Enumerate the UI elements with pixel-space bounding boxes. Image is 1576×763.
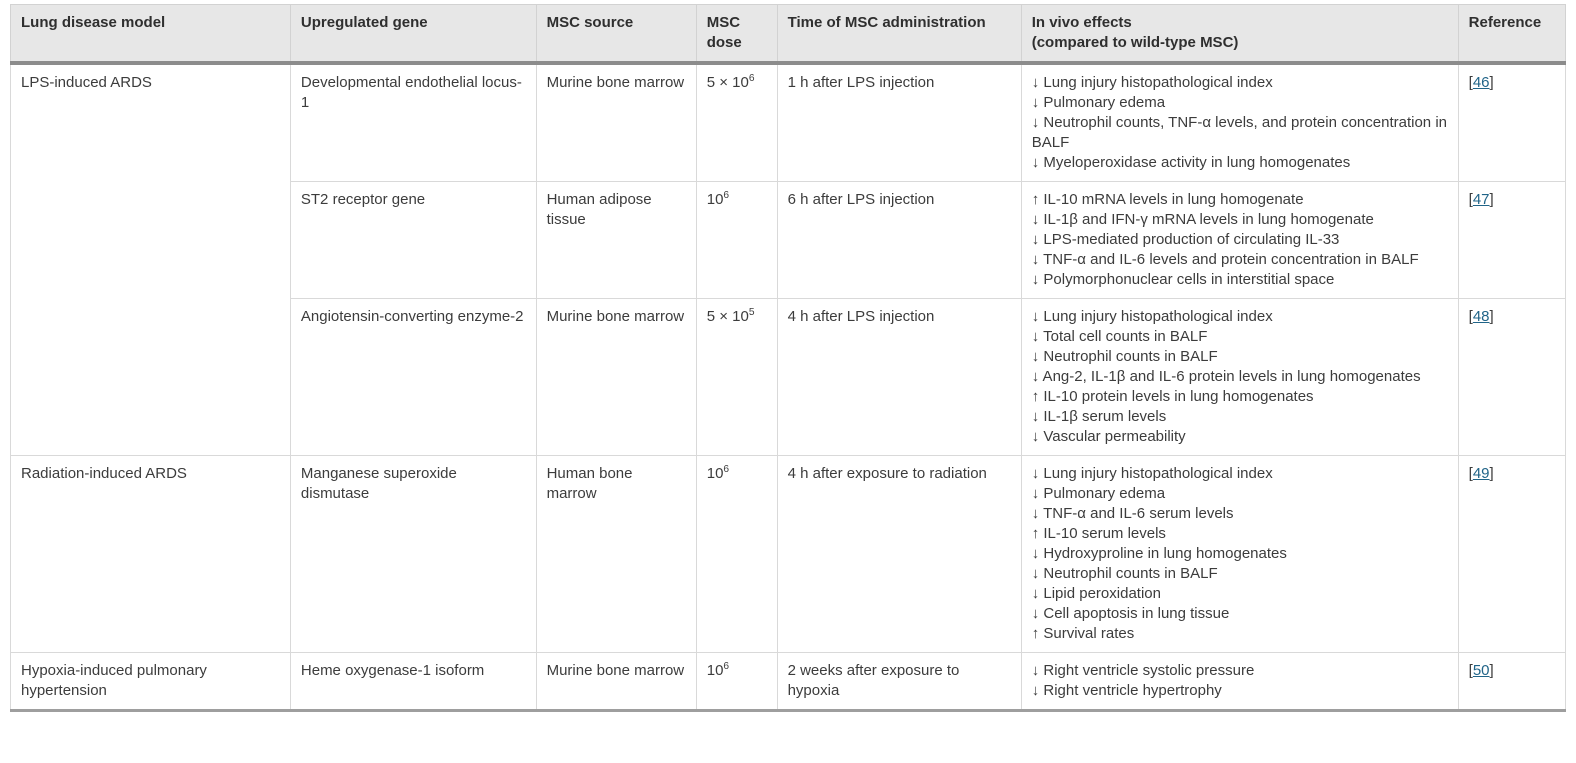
ref-bracket-open: [: [1468, 662, 1473, 679]
dose-base: 5 × 10: [706, 308, 749, 325]
cell-msc-dose: 106: [695, 181, 778, 299]
dose-base: 10: [706, 465, 724, 482]
cell-upregulated-gene: Manganese superoxide dismutase: [289, 455, 537, 653]
cell-administration-time: 6 h after LPS injection: [776, 181, 1022, 299]
cell-msc-source: Murine bone marrow: [535, 298, 697, 456]
cell-msc-source: Human adipose tissue: [535, 181, 697, 299]
cell-in-vivo-effects: ↓ Lung injury histopathological index ↓ …: [1020, 62, 1459, 182]
table-row: ST2 receptor gene Human adipose tissue 1…: [11, 181, 1567, 299]
cell-upregulated-gene: Angiotensin-converting enzyme-2: [289, 298, 537, 456]
cell-administration-time: 4 h after LPS injection: [776, 298, 1022, 456]
header-msc-dose: MSC dose: [695, 4, 778, 65]
dose-exponent: 6: [723, 464, 730, 475]
cell-msc-dose: 5 × 106: [695, 62, 778, 182]
header-lung-disease-model: Lung disease model: [10, 4, 291, 65]
ref-bracket-open: [: [1468, 191, 1473, 208]
cell-disease-model: Hypoxia-induced pulmonary hypertension: [10, 652, 291, 711]
cell-msc-dose: 106: [695, 455, 778, 653]
cell-reference: [46]: [1457, 62, 1567, 182]
cell-in-vivo-effects: ↓ Lung injury histopathological index ↓ …: [1020, 298, 1459, 456]
dose-base: 10: [706, 662, 724, 679]
cell-disease-model: Radiation-induced ARDS: [10, 455, 291, 653]
cell-upregulated-gene: Developmental endothelial locus-1: [289, 62, 537, 182]
cell-upregulated-gene: ST2 receptor gene: [289, 181, 537, 299]
reference-link[interactable]: 49: [1472, 465, 1490, 482]
ref-bracket-open: [: [1468, 74, 1473, 91]
cell-msc-source: Murine bone marrow: [535, 62, 697, 182]
cell-in-vivo-effects: ↑ IL-10 mRNA levels in lung homogenate ↓…: [1020, 181, 1459, 299]
cell-reference: [49]: [1457, 455, 1567, 653]
header-in-vivo-effects: In vivo effects (compared to wild-type M…: [1020, 4, 1459, 65]
ref-bracket-close: ]: [1489, 308, 1494, 325]
ref-bracket-close: ]: [1489, 191, 1494, 208]
ref-bracket-close: ]: [1489, 662, 1494, 679]
cell-in-vivo-effects: ↓ Lung injury histopathological index ↓ …: [1020, 455, 1459, 653]
dose-base: 10: [706, 191, 724, 208]
cell-upregulated-gene: Heme oxygenase-1 isoform: [289, 652, 537, 711]
reference-link[interactable]: 50: [1472, 662, 1490, 679]
header-upregulated-gene: Upregulated gene: [289, 4, 537, 65]
cell-administration-time: 1 h after LPS injection: [776, 62, 1022, 182]
header-time-of-administration: Time of MSC administration: [776, 4, 1022, 65]
msc-effects-table: Lung disease model Upregulated gene MSC …: [10, 4, 1567, 712]
ref-bracket-close: ]: [1489, 465, 1494, 482]
reference-link[interactable]: 48: [1472, 308, 1490, 325]
cell-disease-model: LPS-induced ARDS: [10, 62, 291, 456]
dose-exponent: 6: [723, 190, 730, 201]
table-row: Hypoxia-induced pulmonary hypertension H…: [10, 652, 1567, 711]
reference-link[interactable]: 47: [1472, 191, 1490, 208]
cell-reference: [47]: [1457, 181, 1567, 299]
cell-reference: [48]: [1457, 298, 1567, 456]
dose-exponent: 6: [723, 661, 730, 672]
msc-effects-table-container: Lung disease model Upregulated gene MSC …: [10, 4, 1567, 712]
cell-administration-time: 2 weeks after exposure to hypoxia: [776, 652, 1022, 711]
cell-in-vivo-effects: ↓ Right ventricle systolic pressure ↓ Ri…: [1020, 652, 1459, 711]
dose-exponent: 6: [748, 73, 755, 84]
table-row: LPS-induced ARDS Developmental endotheli…: [10, 62, 1567, 456]
header-msc-source: MSC source: [535, 4, 697, 65]
header-reference: Reference: [1457, 4, 1567, 65]
ref-bracket-close: ]: [1489, 74, 1494, 91]
ref-bracket-open: [: [1468, 308, 1473, 325]
table-row: Angiotensin-converting enzyme-2 Murine b…: [11, 298, 1567, 456]
cell-msc-source: Murine bone marrow: [535, 652, 697, 711]
reference-link[interactable]: 46: [1472, 74, 1490, 91]
cell-msc-source: Human bone marrow: [535, 455, 697, 653]
header-row: Lung disease model Upregulated gene MSC …: [10, 4, 1567, 65]
dose-base: 5 × 10: [706, 74, 749, 91]
cell-reference: [50]: [1457, 652, 1567, 711]
dose-exponent: 5: [748, 307, 755, 318]
cell-msc-dose: 5 × 105: [695, 298, 778, 456]
table-row: Radiation-induced ARDS Manganese superox…: [10, 455, 1567, 653]
cell-msc-dose: 106: [695, 652, 778, 711]
ref-bracket-open: [: [1468, 465, 1473, 482]
cell-administration-time: 4 h after exposure to radiation: [776, 455, 1022, 653]
